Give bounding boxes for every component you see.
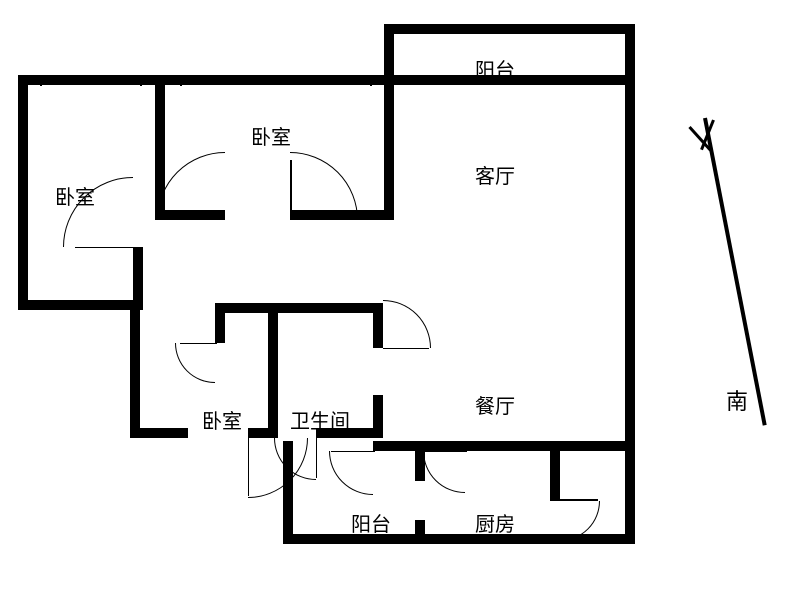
thin-line-7: [136, 355, 140, 357]
door-arc-9: [423, 451, 465, 493]
door-leaf-1: [290, 160, 292, 220]
door-arc-8: [560, 501, 600, 541]
thin-line-4: [180, 80, 182, 86]
room-label-balcony_low: 阳台: [351, 508, 391, 537]
thin-line-0: [28, 77, 153, 79]
wall-19: [373, 303, 383, 348]
door-arc-5: [274, 438, 316, 480]
room-label-bedroom_low: 卧室: [202, 405, 242, 434]
door-leaf-9: [425, 451, 467, 452]
door-leaf-8: [560, 499, 598, 501]
door-leaf-6: [383, 348, 429, 349]
wall-26: [625, 451, 635, 544]
compass-arrow-body: [703, 118, 767, 426]
door-leaf-4: [248, 438, 249, 496]
room-label-living_room: 客厅: [475, 160, 515, 189]
thin-line-11: [288, 525, 292, 527]
wall-5: [18, 75, 28, 309]
thin-line-8: [136, 420, 140, 422]
door-leaf-7: [331, 451, 375, 452]
wall-15: [268, 303, 278, 438]
wall-18: [268, 303, 383, 313]
compass-label: 南: [726, 384, 748, 416]
door-arc-0: [157, 152, 225, 220]
wall-13: [130, 428, 188, 438]
door-arc-6: [383, 300, 431, 348]
room-label-bedroom_left: 卧室: [55, 181, 95, 210]
floorplan-canvas: 阳台卧室卧室客厅餐厅卧室卫生间阳台厨房南: [0, 0, 802, 603]
room-label-kitchen: 厨房: [475, 508, 515, 537]
door-leaf-2: [75, 247, 135, 248]
door-leaf-3: [180, 343, 217, 344]
door-leaf-0: [157, 218, 225, 220]
door-leaf-5: [316, 438, 317, 478]
wall-29: [550, 451, 560, 501]
room-label-bathroom: 卫生间: [290, 405, 350, 434]
wall-21: [373, 395, 383, 438]
door-arc-3: [175, 343, 215, 383]
wall-11: [384, 75, 394, 220]
wall-22: [625, 75, 635, 451]
wall-30: [465, 441, 570, 451]
wall-6: [18, 300, 133, 310]
wall-28: [415, 520, 425, 540]
room-label-bedroom_top: 卧室: [251, 121, 291, 150]
wall-17: [215, 303, 225, 343]
door-arc-1: [290, 152, 358, 220]
thin-line-6: [132, 350, 134, 428]
room-label-balcony_top: 阳台: [475, 54, 515, 83]
thin-line-1: [165, 77, 383, 79]
thin-line-2: [40, 80, 42, 86]
door-arc-7: [329, 451, 373, 495]
thin-line-3: [140, 80, 142, 86]
wall-0: [384, 24, 634, 34]
room-label-dining_room: 餐厅: [475, 390, 515, 419]
thin-line-5: [370, 80, 372, 86]
